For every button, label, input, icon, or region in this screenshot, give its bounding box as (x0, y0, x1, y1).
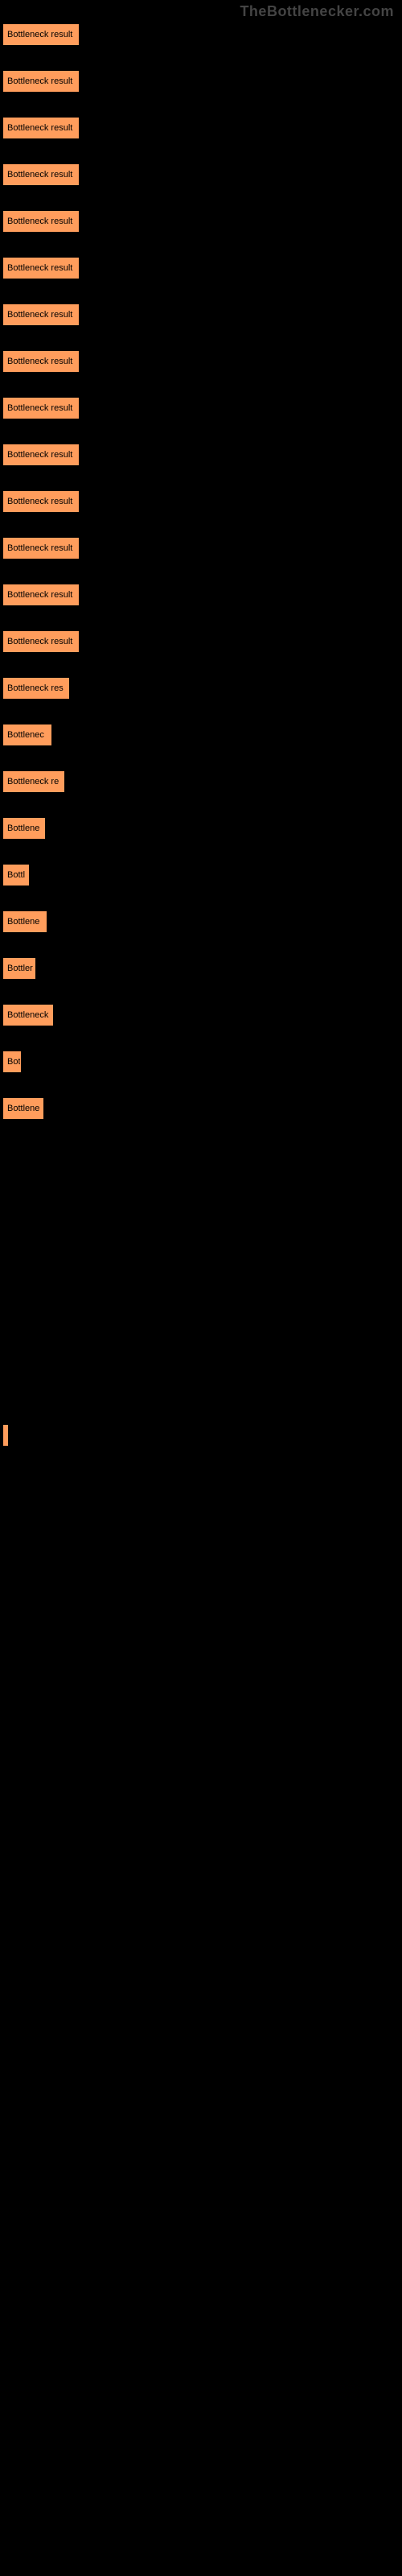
bar-row: Bottleneck result (3, 71, 399, 92)
bar-row (3, 1331, 399, 1352)
bar-row: Bottlene (3, 911, 399, 932)
bar-label: Bottleneck result (7, 76, 72, 86)
bar-row: Bottlenec (3, 724, 399, 745)
bar-label: Bottleneck res (7, 683, 64, 693)
bar-row: Bottler (3, 958, 399, 979)
bar-row: Bottleneck result (3, 444, 399, 465)
chart-bar: Bottleneck result (3, 584, 79, 605)
bar-row: Bottlene (3, 1098, 399, 1119)
bar-label: Bottleneck result (7, 590, 72, 600)
chart-bar: Bottleneck result (3, 398, 79, 419)
chart-bar: Bottleneck result (3, 538, 79, 559)
chart-bar: Bottlene (3, 818, 45, 839)
chart-bar: Bottleneck result (3, 118, 79, 138)
bar-row: Bottleneck result (3, 351, 399, 372)
watermark-text: TheBottlenecker.com (240, 3, 394, 20)
bar-row (3, 1285, 399, 1306)
bar-label: Bottleneck result (7, 497, 72, 506)
bar-label: Bottleneck result (7, 217, 72, 226)
bar-row: Bottleneck result (3, 118, 399, 138)
bar-row: Bottleneck re (3, 771, 399, 792)
bar-row: Bottleneck result (3, 24, 399, 45)
chart-bar: Bottleneck result (3, 164, 79, 185)
chart-bar: Bottleneck result (3, 631, 79, 652)
chart-bar: Bottleneck result (3, 351, 79, 372)
chart-bar: Bottl (3, 865, 29, 886)
bar-label: Bottleneck result (7, 357, 72, 366)
bar-label: Bottl (7, 870, 25, 880)
bar-label: Bottleneck result (7, 543, 72, 553)
chart-bar: Bottler (3, 958, 35, 979)
bar-label: Bottleneck result (7, 450, 72, 460)
bar-row: Bottleneck (3, 1005, 399, 1026)
chart-bar: Bottleneck result (3, 304, 79, 325)
bar-row: Bottleneck result (3, 398, 399, 419)
chart-bar: Bottleneck re (3, 771, 64, 792)
bar-label: Bottleneck result (7, 30, 72, 39)
bar-row: Bot (3, 1051, 399, 1072)
chart-bar: Bottleneck (3, 1005, 53, 1026)
bar-row (3, 1565, 399, 1586)
chart-bar: Bottleneck res (3, 678, 69, 699)
chart-bar: Bot (3, 1051, 21, 1072)
bar-label: Bottleneck result (7, 637, 72, 646)
chart-bar: Bottleneck result (3, 258, 79, 279)
bar-row (3, 1145, 399, 1166)
bar-row: Bottleneck result (3, 538, 399, 559)
bar-row: Bottleneck res (3, 678, 399, 699)
chart-bar (3, 1425, 8, 1446)
bar-row (3, 1472, 399, 1492)
bar-row: Bottleneck result (3, 304, 399, 325)
bar-row: Bottleneck result (3, 491, 399, 512)
bar-label: Bottleneck re (7, 777, 59, 786)
bar-label: Bottlene (7, 1104, 39, 1113)
bar-label: Bottlenec (7, 730, 44, 740)
bar-row: Bottleneck result (3, 164, 399, 185)
bar-row: Bottleneck result (3, 631, 399, 652)
bar-label: Bottlene (7, 917, 39, 927)
bar-label: Bottleneck result (7, 403, 72, 413)
bar-row: Bottl (3, 865, 399, 886)
bar-label: Bot (7, 1057, 21, 1067)
chart-bar: Bottleneck result (3, 211, 79, 232)
bar-row: Bottlene (3, 818, 399, 839)
chart-bar: Bottlene (3, 911, 47, 932)
chart-bar: Bottleneck result (3, 444, 79, 465)
bar-label: Bottleneck (7, 1010, 48, 1020)
bar-label: Bottlene (7, 824, 39, 833)
bar-label: Bottleneck result (7, 123, 72, 133)
bar-row (3, 1518, 399, 1539)
chart-bar: Bottleneck result (3, 491, 79, 512)
bar-row (3, 1191, 399, 1212)
chart-bar: Bottlene (3, 1098, 43, 1119)
chart-bar: Bottleneck result (3, 24, 79, 45)
bar-row: Bottleneck result (3, 258, 399, 279)
bar-label: Bottler (7, 964, 33, 973)
chart-bar: Bottlenec (3, 724, 51, 745)
bar-label: Bottleneck result (7, 170, 72, 180)
bar-row: Bottleneck result (3, 584, 399, 605)
chart-container: Bottleneck result Bottleneck result Bottle… (0, 0, 402, 1628)
bar-row (3, 1378, 399, 1399)
bar-row (3, 1425, 399, 1446)
bar-label: Bottleneck result (7, 263, 72, 273)
bar-label: Bottleneck result (7, 310, 72, 320)
bar-row: Bottleneck result (3, 211, 399, 232)
chart-bar: Bottleneck result (3, 71, 79, 92)
bar-row (3, 1238, 399, 1259)
